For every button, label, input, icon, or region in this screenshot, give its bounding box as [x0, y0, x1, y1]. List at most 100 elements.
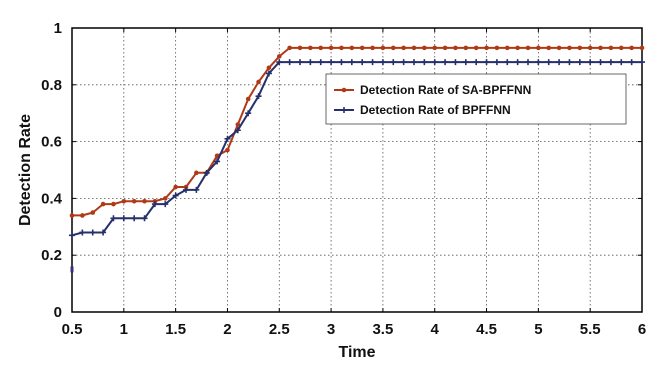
data-point	[183, 186, 189, 193]
data-point	[494, 45, 500, 51]
series-1	[69, 45, 645, 218]
data-point	[597, 59, 604, 66]
data-point	[628, 59, 635, 66]
data-point	[162, 196, 168, 201]
legend-items: Detection Rate of SA-BPFFNN Detection Rat…	[334, 83, 531, 117]
data-point	[452, 59, 459, 66]
data-point	[328, 45, 334, 51]
data-point	[484, 45, 489, 51]
data-point	[297, 59, 303, 66]
data-point	[545, 59, 552, 66]
data-point	[318, 45, 324, 51]
data-point	[308, 45, 313, 51]
data-point	[411, 45, 417, 51]
y-tick-label: 1	[54, 20, 62, 37]
stray-marker	[70, 266, 74, 273]
data-point	[120, 215, 127, 222]
data-point	[463, 45, 469, 51]
y-tick-label: 0.2	[41, 247, 62, 264]
plot-frame	[71, 27, 643, 313]
data-point	[172, 192, 179, 199]
x-axis-title: Time	[338, 344, 375, 361]
data-point	[349, 45, 355, 51]
x-tick-label: 6	[638, 321, 646, 338]
data-point	[90, 210, 96, 215]
x-tick-label: 4	[431, 321, 440, 338]
data-point	[235, 122, 241, 127]
y-tick-label: 0	[54, 304, 62, 321]
series-layer	[69, 45, 645, 273]
legend-label: Detection Rate of BPFFNN	[360, 103, 511, 117]
data-point	[111, 201, 116, 207]
data-point	[100, 229, 107, 236]
x-tick-label: 4.5	[476, 321, 497, 338]
data-point	[234, 127, 241, 134]
legend-box	[325, 73, 627, 125]
data-point	[473, 59, 480, 66]
data-point	[432, 45, 438, 51]
y-tick-label: 0.8	[41, 77, 62, 94]
data-point	[618, 59, 625, 66]
y-axis-title: Detection Rate	[17, 114, 34, 226]
data-point	[297, 45, 303, 51]
data-point	[194, 170, 199, 176]
data-point	[110, 215, 117, 222]
data-point	[141, 215, 148, 222]
data-point	[618, 45, 624, 51]
data-point	[515, 45, 520, 51]
data-point	[287, 45, 292, 51]
data-point	[473, 45, 479, 51]
data-point	[639, 45, 645, 51]
data-point	[546, 45, 552, 51]
data-point	[379, 59, 386, 66]
data-point	[131, 198, 137, 204]
data-point	[442, 45, 448, 51]
data-point	[79, 229, 86, 236]
data-point	[265, 70, 272, 77]
data-point	[131, 215, 138, 222]
data-point	[525, 45, 531, 51]
data-point	[598, 45, 603, 51]
legend: Detection Rate of SA-BPFFNN Detection Rat…	[325, 73, 627, 125]
data-point	[307, 59, 314, 66]
data-point	[214, 158, 221, 165]
data-point	[151, 201, 158, 208]
x-tick-label: 3.5	[372, 321, 393, 338]
data-point	[577, 45, 583, 51]
data-point	[317, 59, 324, 66]
data-point	[535, 59, 542, 66]
data-point	[411, 59, 417, 66]
data-point	[276, 54, 282, 59]
data-point	[493, 59, 500, 66]
data-point	[69, 213, 75, 218]
data-point	[587, 45, 593, 51]
data-point	[255, 93, 262, 100]
data-point	[173, 184, 178, 190]
data-point	[224, 135, 231, 142]
data-point	[556, 45, 562, 51]
ticks-layer: 0.5 1 1.5 2 2.5 3 3.5 4 4.5 5 5.5 6 0 0.2 0.4 0.6 0.8 1	[41, 20, 646, 338]
data-point	[142, 198, 147, 204]
y-tick-label: 0.4	[41, 190, 63, 207]
data-point	[587, 59, 594, 66]
data-point	[380, 45, 386, 51]
data-point	[608, 45, 614, 51]
data-point	[629, 45, 634, 51]
data-point	[504, 59, 511, 66]
data-point	[69, 232, 75, 239]
x-tick-label: 1	[120, 321, 128, 338]
legend-label: Detection Rate of SA-BPFFNN	[360, 83, 531, 97]
data-point	[400, 59, 407, 66]
data-point	[80, 213, 85, 218]
data-point	[338, 59, 345, 66]
x-tick-label: 1.5	[165, 321, 186, 338]
data-point	[567, 45, 572, 51]
data-point	[100, 201, 106, 207]
data-point	[193, 186, 200, 193]
data-point	[639, 59, 645, 66]
data-point	[245, 96, 251, 102]
data-point	[256, 79, 261, 85]
x-tick-label: 0.5	[62, 321, 83, 338]
